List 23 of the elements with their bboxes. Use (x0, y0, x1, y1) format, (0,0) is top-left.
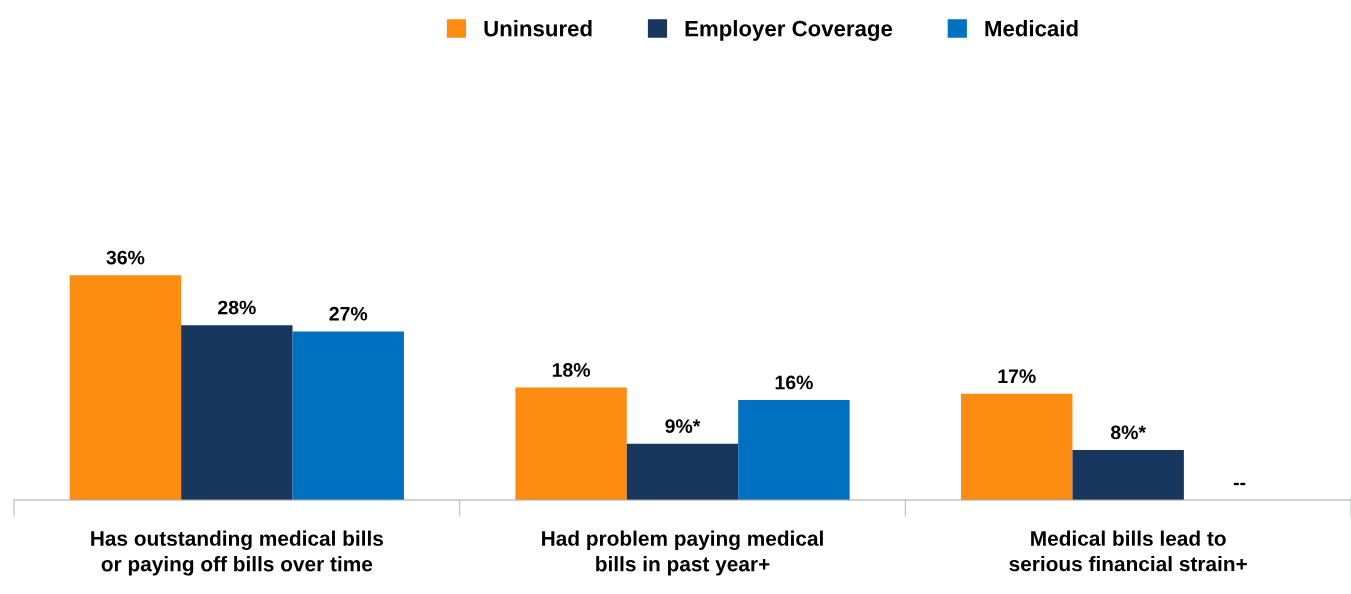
bar (515, 387, 627, 500)
bar (626, 443, 739, 500)
data-label: 28% (218, 300, 256, 315)
data-label: 36% (106, 250, 145, 265)
bar (292, 331, 404, 500)
data-label: 8%* (1110, 425, 1146, 440)
data-label: 18% (552, 363, 591, 377)
bar (961, 393, 1073, 500)
x-tick-label: Has outstanding medical bills or paying off bills over time (91, 530, 384, 576)
bar (738, 400, 850, 500)
bar (181, 325, 293, 500)
text: -- (1233, 482, 1246, 486)
legend-label: Employer Coverage (685, 20, 893, 41)
data-label: 16% (775, 375, 813, 390)
x-tick-label: Medical bills lead to serious financial strain+ (1009, 530, 1247, 572)
data-label: 27% (329, 306, 368, 321)
legend-label: Uninsured (484, 20, 592, 37)
legend-label: Medicaid (985, 20, 1078, 37)
x-tick-label: Had problem paying medical bills in past year+ (542, 530, 823, 576)
data-label: 17% (998, 369, 1036, 384)
data-label: 9%* (665, 419, 701, 434)
bar (69, 275, 182, 500)
bar (1072, 450, 1184, 500)
